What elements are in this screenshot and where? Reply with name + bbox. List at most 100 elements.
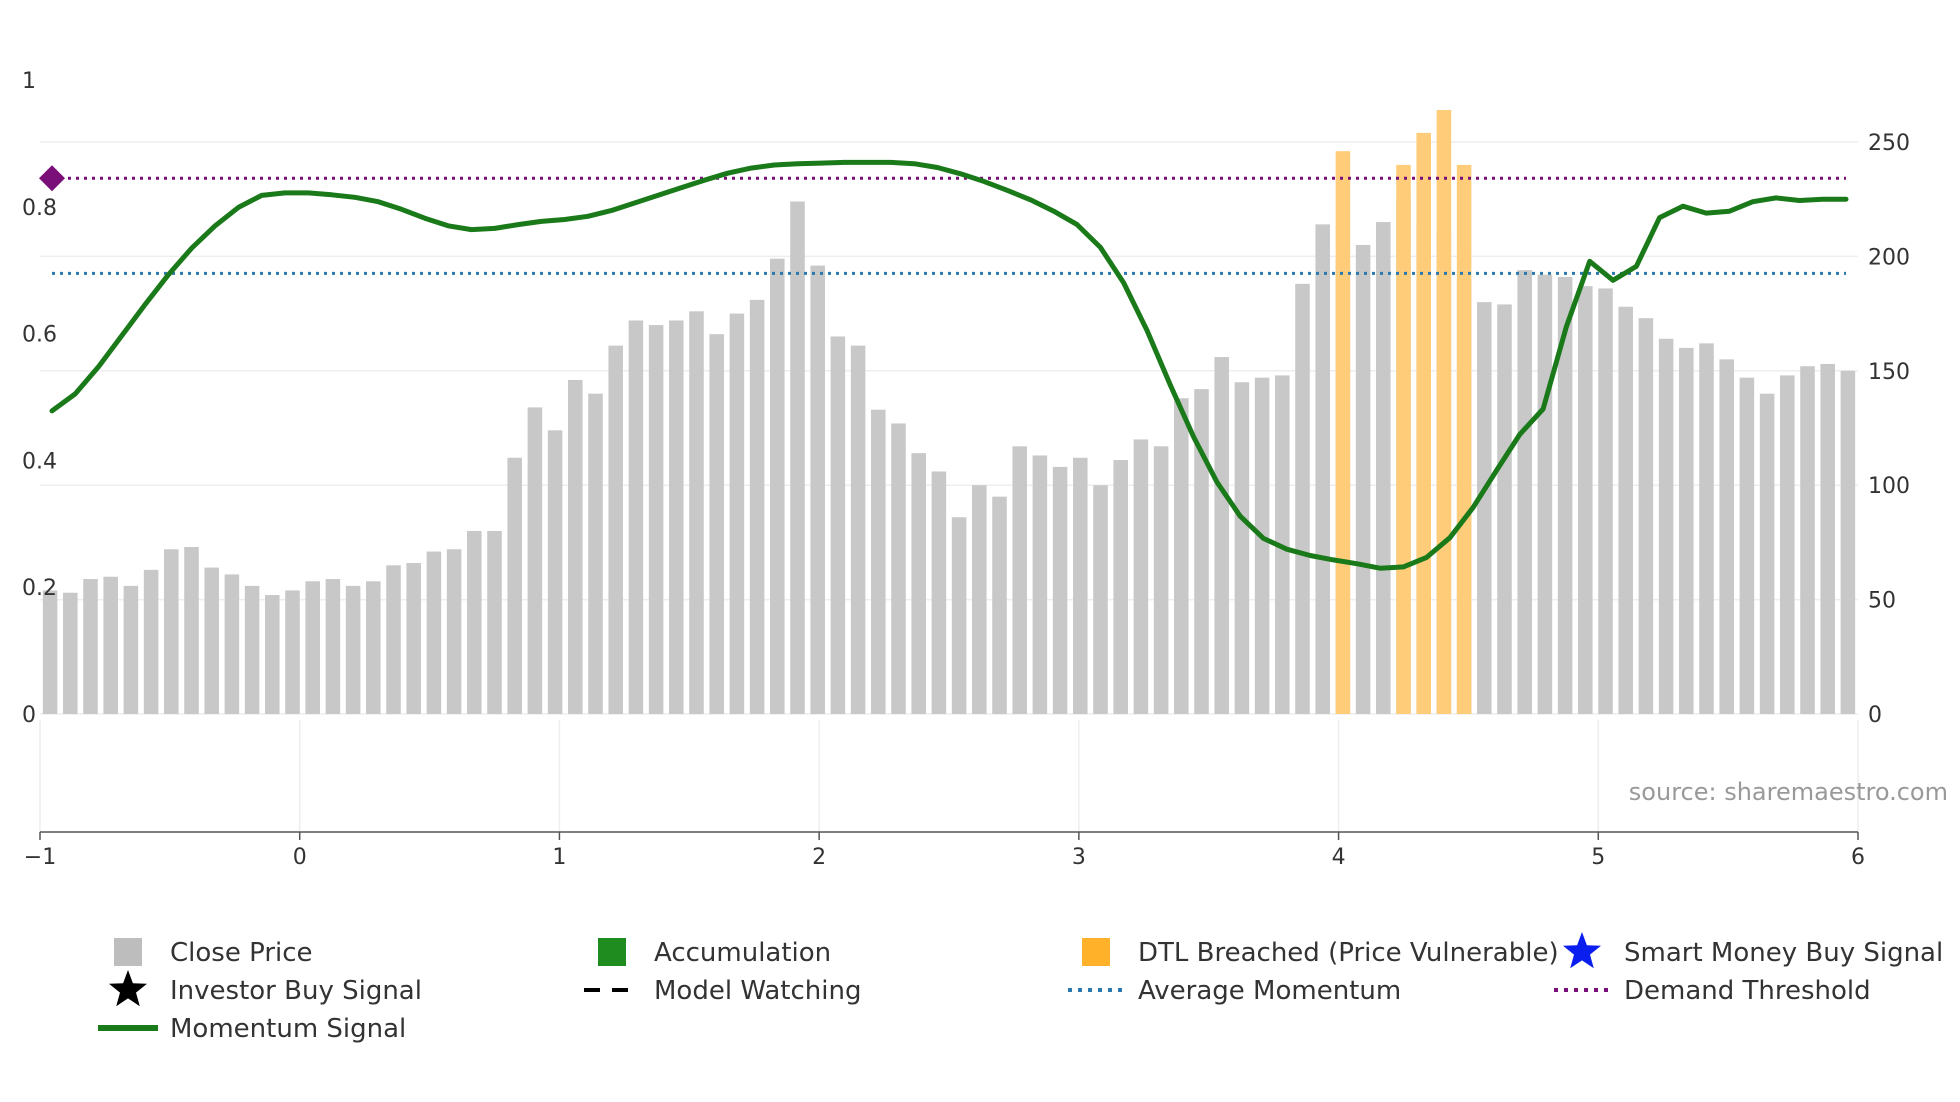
dtl-breached-bar <box>1396 164 1411 714</box>
close-price-bar <box>1234 382 1250 714</box>
close-price-bar <box>1780 375 1795 714</box>
close-price-bar <box>63 592 78 714</box>
grid <box>40 141 1858 715</box>
close-price-bar <box>164 549 179 714</box>
legend-label: DTL Breached (Price Vulnerable) <box>1138 938 1559 968</box>
close-price-bar <box>648 325 664 714</box>
close-price-bar <box>770 258 785 714</box>
close-price-bar <box>1759 393 1775 714</box>
y-left-tick: 0.2 <box>22 576 57 601</box>
close-price-bar <box>1638 318 1654 714</box>
close-price-bar <box>487 530 502 714</box>
momentum-signal-line <box>49 159 1849 571</box>
close-price-bar <box>1497 304 1512 714</box>
close-price-bar <box>366 581 381 714</box>
legend-label: Investor Buy Signal <box>170 976 422 1006</box>
legend-item: Investor Buy Signal <box>109 970 422 1007</box>
legend-label: Demand Threshold <box>1624 976 1871 1006</box>
close-price-bar <box>1840 370 1856 714</box>
legend-item: Average Momentum <box>1068 976 1401 1006</box>
close-price-bar <box>790 201 805 714</box>
legend-star-icon <box>1563 932 1601 969</box>
close-price-bar <box>204 567 219 714</box>
close-price-bar <box>810 265 825 714</box>
y-right-tick: 250 <box>1868 131 1910 156</box>
close-price-bar <box>426 551 442 714</box>
demand-threshold-marker <box>39 165 65 192</box>
close-price-bar <box>1052 466 1068 714</box>
close-price-bar <box>143 569 159 714</box>
legend-item: Smart Money Buy Signal <box>1563 932 1943 969</box>
close-price-bar <box>1376 222 1391 714</box>
close-price-bar <box>1699 343 1714 714</box>
x-tick-label: 2 <box>812 845 826 870</box>
y-left-tick: 0.8 <box>22 196 57 221</box>
close-price-bar <box>729 313 745 714</box>
y-left-tick: 0.4 <box>22 449 57 474</box>
close-price-bar <box>265 595 280 714</box>
lines-layer <box>39 159 1849 571</box>
close-price-bar <box>1295 283 1310 714</box>
close-price-bar <box>1214 357 1229 714</box>
close-price-bar <box>931 471 947 714</box>
y-left-tick: 1 <box>22 69 36 94</box>
legend-item: Close Price <box>114 938 313 968</box>
dtl-breached-bar <box>1416 132 1431 714</box>
close-price-bar <box>1355 244 1371 714</box>
close-price-bar <box>1477 302 1492 714</box>
close-price-bar <box>709 334 724 714</box>
close-price-bar <box>547 430 563 714</box>
close-price-bar <box>1719 359 1734 714</box>
close-price-bar <box>103 576 118 714</box>
close-price-bars <box>42 109 1856 715</box>
close-price-bar <box>1032 455 1048 714</box>
y-right-tick: 100 <box>1868 474 1910 499</box>
close-price-bar <box>689 311 704 714</box>
close-price-bar <box>1093 485 1108 714</box>
y-right-tick: 50 <box>1868 589 1896 614</box>
close-price-bar <box>1133 439 1149 714</box>
close-price-bar <box>1537 274 1553 714</box>
legend-item: Momentum Signal <box>98 1014 406 1044</box>
close-price-bar <box>305 581 320 714</box>
x-tick-label: −1 <box>24 845 56 870</box>
close-price-bar <box>992 496 1007 714</box>
legend-label: Smart Money Buy Signal <box>1624 938 1943 968</box>
y-right-tick: 200 <box>1868 245 1910 270</box>
legend-label: Model Watching <box>654 976 861 1006</box>
close-price-bar <box>406 562 421 714</box>
legend-item: Accumulation <box>598 938 831 968</box>
close-price-bar <box>1739 377 1755 714</box>
legend-label: Accumulation <box>654 938 831 968</box>
source-label: source: sharemaestro.com <box>1629 778 1948 806</box>
close-price-bar <box>527 407 543 714</box>
dtl-breached-bar <box>1436 109 1452 714</box>
close-price-bar <box>1194 389 1209 714</box>
close-price-bar <box>345 585 361 714</box>
close-price-bar <box>669 320 684 714</box>
close-price-bar <box>1315 224 1330 715</box>
close-price-bar <box>1153 446 1169 714</box>
close-price-bar <box>628 320 644 714</box>
close-price-bar <box>830 336 846 714</box>
close-price-bar <box>467 530 482 714</box>
close-price-bar <box>446 549 462 714</box>
legend-item: Model Watching <box>584 976 861 1006</box>
close-price-bar <box>850 345 866 714</box>
close-price-bar <box>951 517 967 714</box>
close-price-bar <box>871 409 886 714</box>
legend-label: Close Price <box>170 938 313 968</box>
close-price-bar <box>83 579 98 714</box>
close-price-bar <box>972 485 987 714</box>
close-price-bar <box>588 393 603 714</box>
close-price-bar <box>1598 288 1613 714</box>
close-price-bar <box>1254 377 1270 714</box>
close-price-bar <box>608 345 623 714</box>
close-price-bar <box>1174 398 1189 714</box>
y-left-tick: 0 <box>22 703 36 728</box>
axes: 0 0.2 0.4 0.6 0.8 1 0 50 100 150 200 250 −1 0 1 2 3 4 5 6 <box>22 69 1910 870</box>
close-price-bar <box>1557 276 1573 714</box>
close-price-bar <box>184 546 199 714</box>
close-price-bar <box>1012 446 1027 714</box>
